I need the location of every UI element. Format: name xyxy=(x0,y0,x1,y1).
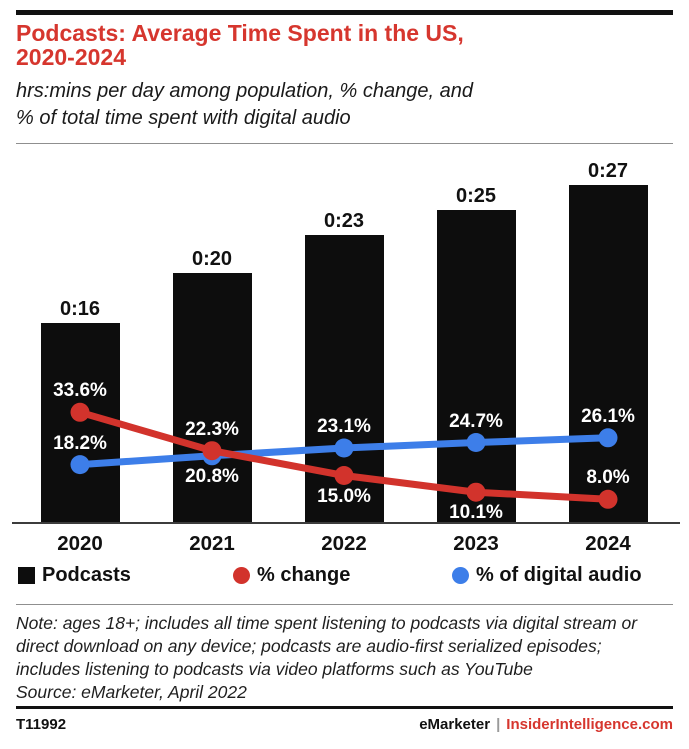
line-series-overlay xyxy=(70,402,618,509)
pct-change-label-2022: 15.0% xyxy=(317,486,371,507)
legend-item-podcasts: Podcasts xyxy=(18,564,131,587)
podcasts-square-marker xyxy=(18,567,35,584)
bar-line-chart: 0:16 2020 0:20 2021 0:23 2022 0:25 2023 0:27 2024… xyxy=(0,144,689,556)
brand-site-link: InsiderIntelligence.com xyxy=(506,716,673,733)
note-line-3: includes listening to podcasts via video… xyxy=(16,659,533,679)
pct-change-dot-marker xyxy=(233,567,250,584)
digital-audio-label-2022: 23.1% xyxy=(317,416,371,437)
pct-change-label-2021: 22.3% xyxy=(185,419,239,440)
note-line-2: direct download on any device; podcasts … xyxy=(16,636,602,656)
pct-change-label-2023: 10.1% xyxy=(449,502,503,523)
x-axis-label-2020: 2020 xyxy=(57,532,103,555)
legend-label-digital-audio: % of digital audio xyxy=(476,564,642,586)
note-text: Note: ages 18+; includes all time spent … xyxy=(16,612,673,704)
bar-value-label-2023: 0:25 xyxy=(455,185,497,207)
chart-title: Podcasts: Average Time Spent in the US, … xyxy=(16,21,673,69)
digital-audio-point-2022 xyxy=(334,438,354,458)
bar-2021 xyxy=(172,273,252,524)
chart-subtitle-line2: % of total time spent with digital audio xyxy=(16,107,351,129)
pct-change-label-2020: 33.6% xyxy=(53,380,107,401)
pct-change-point-2024 xyxy=(598,489,618,509)
brand-emarketer: eMarketer xyxy=(419,716,491,733)
note-divider xyxy=(16,604,673,605)
pct-change-point-2020 xyxy=(70,402,90,422)
branding: eMarketer | InsiderIntelligence.com xyxy=(419,716,673,733)
chart-id: T11992 xyxy=(16,716,67,733)
chart-subtitle: hrs:mins per day among population, % cha… xyxy=(16,78,673,132)
bar-value-label-2020: 0:16 xyxy=(59,298,101,320)
x-axis-label-2022: 2022 xyxy=(321,532,367,555)
footer-divider xyxy=(16,706,673,709)
pct-change-point-2022 xyxy=(334,466,354,485)
legend-label-podcasts: Podcasts xyxy=(42,564,131,586)
chart-title-line2: 2020-2024 xyxy=(16,44,126,70)
bar-2024 xyxy=(568,185,648,524)
source-text: Source: eMarketer, April 2022 xyxy=(16,682,247,702)
legend-item-digital-audio: % of digital audio xyxy=(452,564,642,587)
brand-separator: | xyxy=(496,716,501,733)
legend-item-pct-change: % change xyxy=(233,564,350,587)
chart-legend: Podcasts % change % of digital audio xyxy=(0,556,689,588)
x-axis-label-2021: 2021 xyxy=(189,532,235,555)
digital-audio-label-2023: 24.7% xyxy=(449,411,503,432)
digital-audio-label-2021: 20.8% xyxy=(185,466,239,487)
x-axis-label-2024: 2024 xyxy=(585,532,631,555)
top-accent-bar xyxy=(16,10,673,15)
pct-change-label-2024: 8.0% xyxy=(586,467,630,488)
digital-audio-label-2020: 18.2% xyxy=(53,433,107,454)
digital-audio-label-2024: 26.1% xyxy=(581,406,635,427)
digital-audio-point-2024 xyxy=(598,428,618,448)
note-line-1: Note: ages 18+; includes all time spent … xyxy=(16,613,638,633)
chart-title-line1: Podcasts: Average Time Spent in the US, xyxy=(16,20,464,46)
x-axis-line xyxy=(12,522,680,524)
pct-change-point-2021 xyxy=(202,441,222,461)
header-divider xyxy=(16,143,673,144)
pct-change-point-2023 xyxy=(466,482,486,502)
bar-value-label-2021: 0:20 xyxy=(191,248,233,270)
x-axis-label-2023: 2023 xyxy=(453,532,499,555)
chart-subtitle-line1: hrs:mins per day among population, % cha… xyxy=(16,80,473,102)
legend-label-pct-change: % change xyxy=(257,564,351,586)
digital-audio-point-2023 xyxy=(466,433,486,452)
digital-audio-point-2020 xyxy=(70,455,90,475)
digital-audio-dot-marker xyxy=(452,567,469,584)
bar-2023 xyxy=(436,210,516,524)
bar-value-label-2022: 0:23 xyxy=(323,210,365,232)
bar-value-label-2024: 0:27 xyxy=(587,160,629,182)
footer: T11992 eMarketer | InsiderIntelligence.c… xyxy=(16,716,673,733)
